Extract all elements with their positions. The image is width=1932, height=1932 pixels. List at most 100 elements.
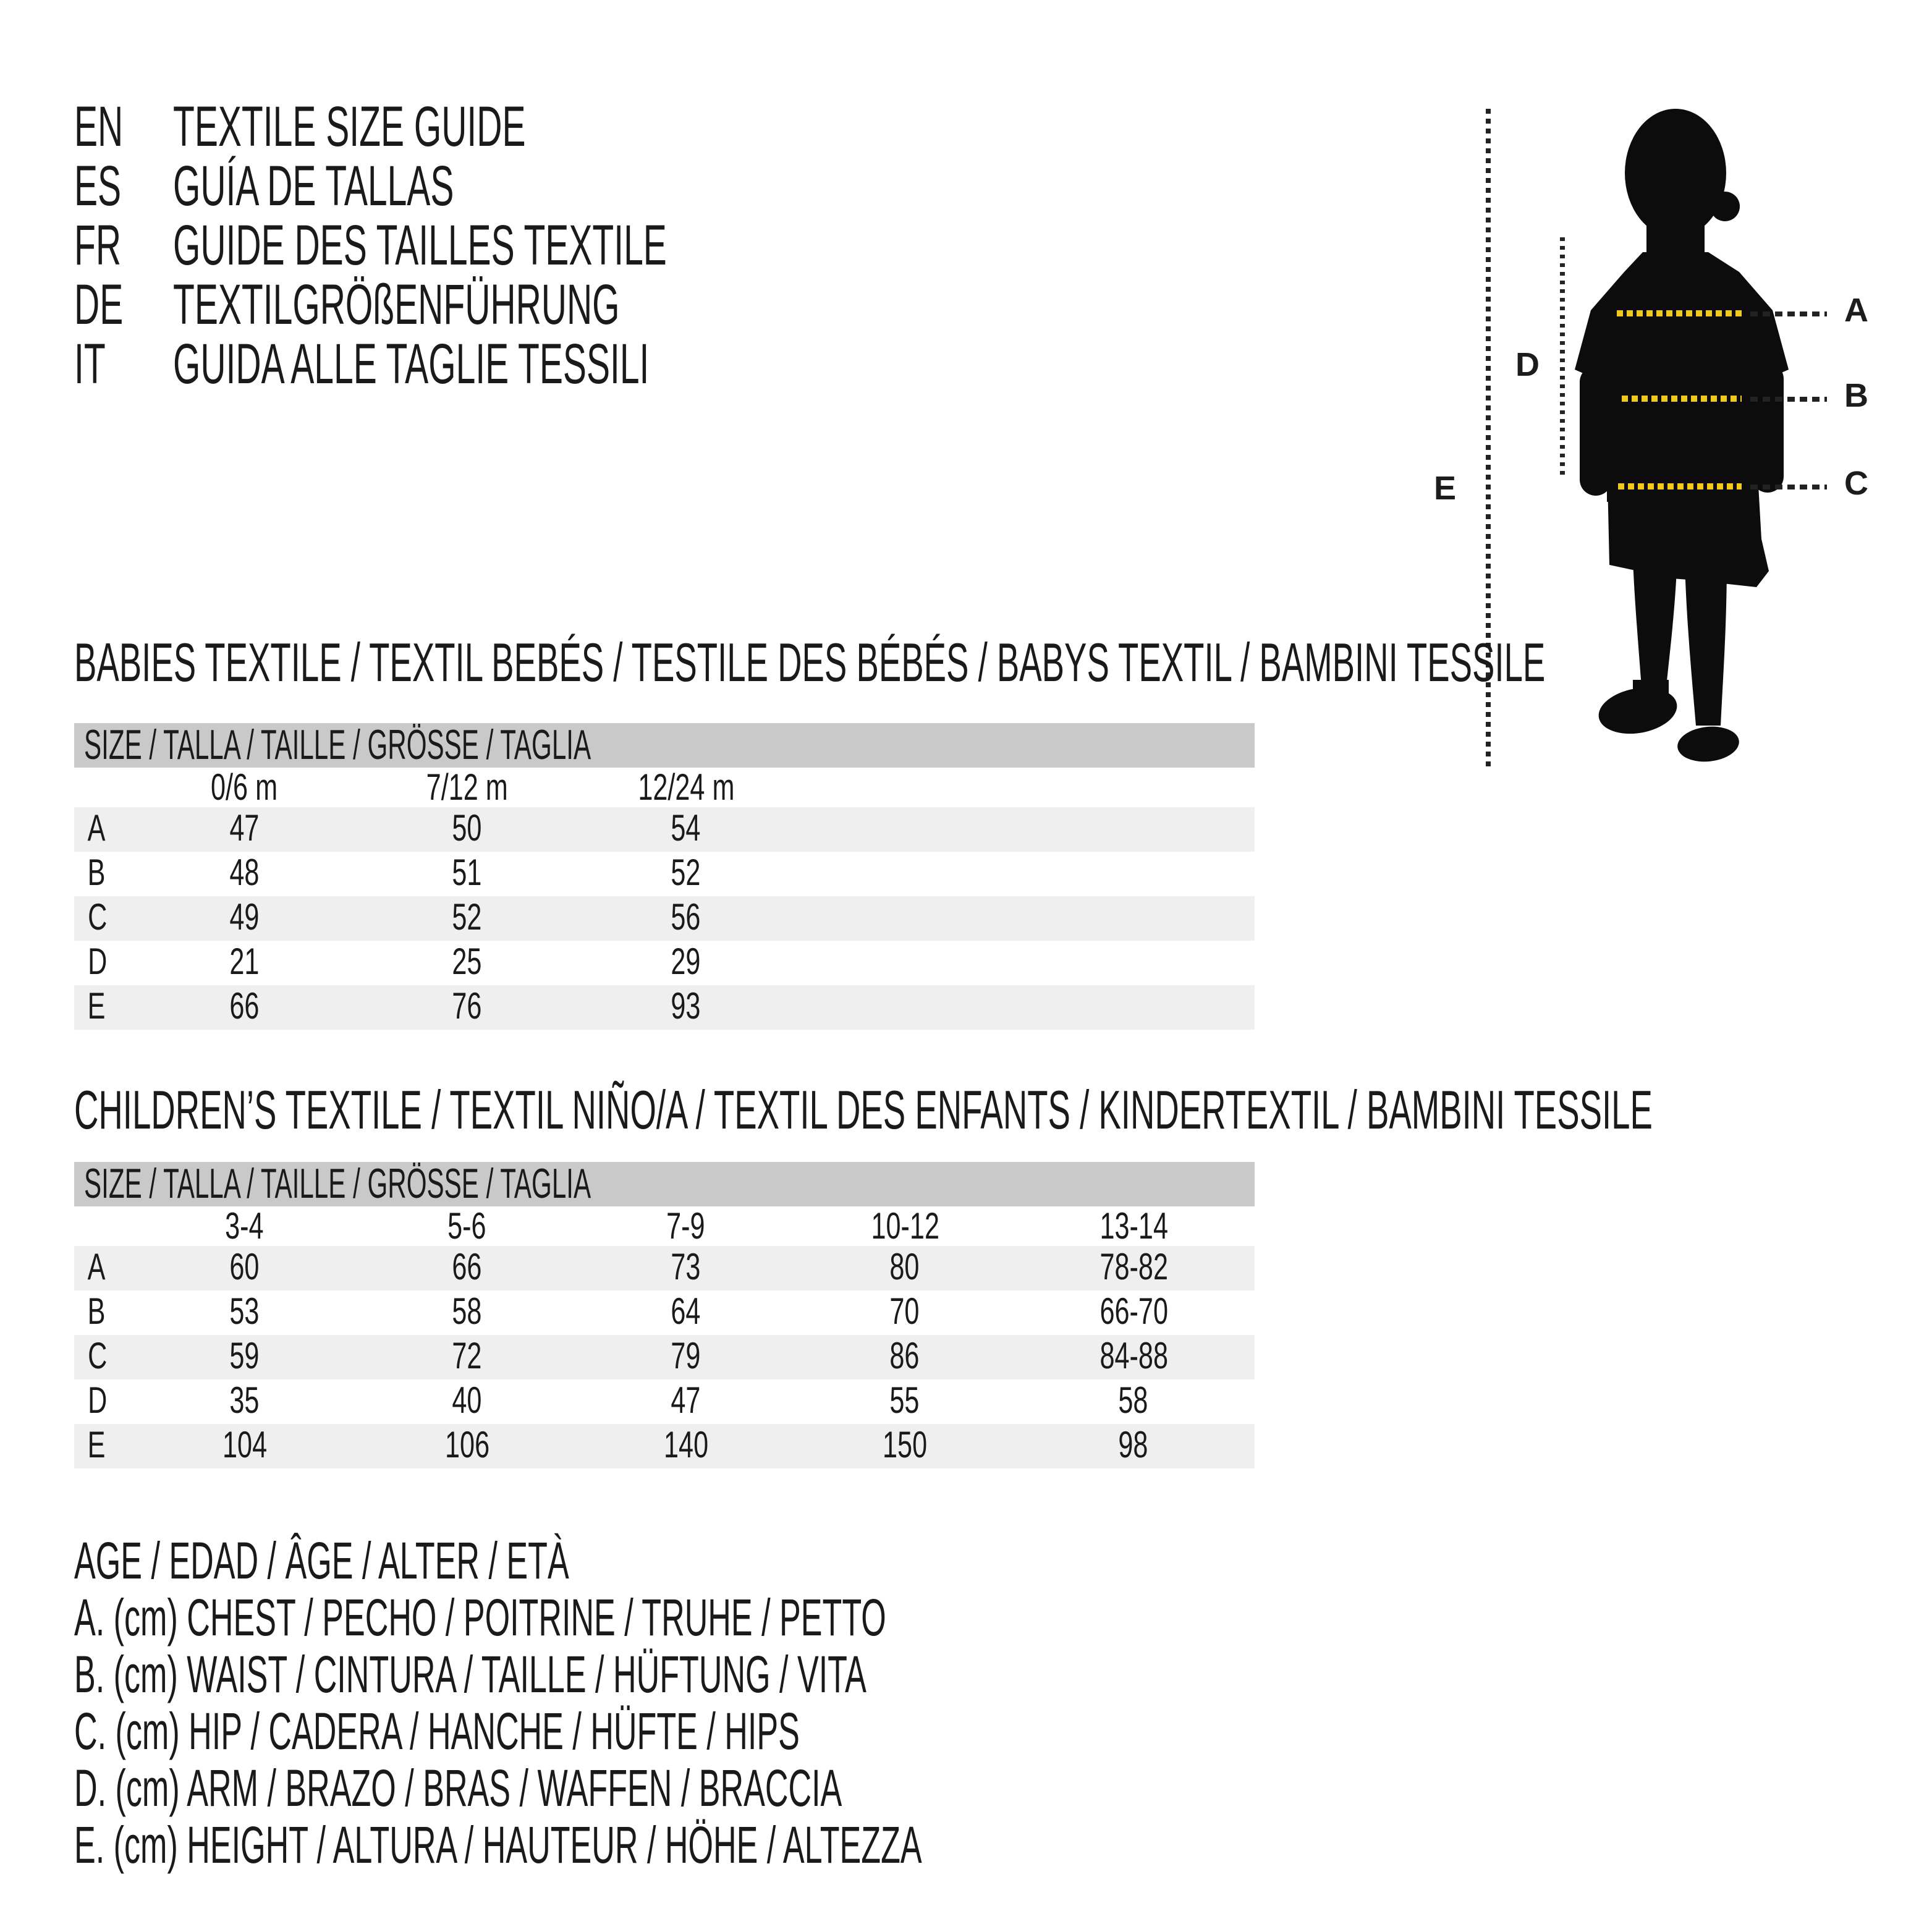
- measure-label-B: B: [1844, 377, 1868, 414]
- guide-title: GUIDA ALLE TAGLIE TESSILI: [173, 331, 650, 396]
- column-header: 10-12: [870, 1206, 939, 1247]
- legend-line-arm: D. (cm) ARM / BRAZO / BRAS / WAFFEN / BR…: [74, 1759, 842, 1817]
- babies-column-header-row: 0/6 m 7/12 m 12/24 m: [74, 768, 1255, 808]
- table-cell: 98: [1118, 1425, 1149, 1466]
- size-header-text: SIZE / TALLA / TAILLE / GRÖSSE / TAGLIA: [84, 1161, 591, 1208]
- row-label: E: [87, 1425, 106, 1466]
- language-code: IT: [74, 331, 106, 396]
- guide-title: GUIDE DES TAILLES TEXTILE: [173, 213, 667, 277]
- table-cell: 78-82: [1099, 1247, 1168, 1288]
- children-column-header-row: 3-4 5-6 7-9 10-12 13-14: [74, 1206, 1255, 1247]
- column-header: 12/24 m: [637, 768, 735, 808]
- table-row: D 35 40 47 55 58: [74, 1379, 1255, 1424]
- table-cell: 56: [671, 897, 701, 938]
- legend-line-waist: B. (cm) WAIST / CINTURA / TAILLE / HÜFTU…: [74, 1645, 866, 1703]
- row-label: A: [87, 1247, 106, 1288]
- table-row: B 53 58 64 70 66-70: [74, 1290, 1255, 1335]
- row-label: A: [87, 808, 106, 849]
- row-label: B: [87, 1292, 106, 1332]
- language-row: ES GUÍA DE TALLAS: [74, 156, 969, 215]
- measure-label-A: A: [1844, 292, 1868, 329]
- size-header-text: SIZE / TALLA / TAILLE / GRÖSSE / TAGLIA: [84, 722, 591, 769]
- language-row: DE TEXTILGRÖßENFÜHRUNG: [74, 274, 969, 334]
- children-size-table: SIZE / TALLA / TAILLE / GRÖSSE / TAGLIA …: [74, 1162, 1255, 1468]
- language-row: IT GUIDA ALLE TAGLIE TESSILI: [74, 334, 969, 393]
- language-title-list: EN TEXTILE SIZE GUIDE ES GUÍA DE TALLAS FR…: [74, 96, 969, 393]
- table-cell: 72: [452, 1336, 483, 1377]
- table-cell: 80: [889, 1247, 920, 1288]
- row-label: B: [87, 853, 106, 894]
- measure-label-D: D: [1515, 346, 1540, 383]
- babies-heading-text: BABIES TEXTILE / TEXTIL BEBÉS / TESTILE …: [74, 633, 1546, 693]
- babies-section-heading: BABIES TEXTILE / TEXTIL BEBÉS / TESTILE …: [74, 635, 1932, 692]
- table-cell: 70: [889, 1292, 920, 1332]
- left-leg: [1633, 557, 1677, 687]
- language-code: ES: [74, 153, 122, 218]
- table-row: B 48 51 52: [74, 852, 1255, 896]
- table-cell: 64: [671, 1292, 701, 1332]
- table-cell: 47: [229, 808, 260, 849]
- table-cell: 93: [671, 986, 701, 1027]
- table-cell: 51: [452, 853, 483, 894]
- table-cell: 86: [889, 1336, 920, 1377]
- table-cell: 79: [671, 1336, 701, 1377]
- table-cell: 150: [882, 1425, 928, 1466]
- column-header: 13-14: [1099, 1206, 1168, 1247]
- table-cell: 50: [452, 808, 483, 849]
- right-leg: [1685, 561, 1727, 726]
- arm-measure-line-D: [1560, 237, 1565, 475]
- hip-dash-black: [1750, 485, 1827, 489]
- waist-dash-yellow: [1622, 396, 1742, 402]
- right-arm: [1752, 363, 1784, 493]
- language-code: FR: [74, 213, 122, 277]
- column-header: 0/6 m: [211, 768, 279, 808]
- table-cell: 73: [671, 1247, 701, 1288]
- measure-label-C: C: [1844, 465, 1868, 502]
- table-cell: 140: [663, 1425, 709, 1466]
- waist-dash-black: [1750, 397, 1827, 402]
- measurement-legend: AGE / EDAD / ÂGE / ALTER / ETÀ A. (cm) C…: [74, 1532, 1441, 1874]
- table-cell: 66-70: [1099, 1292, 1168, 1332]
- table-cell: 21: [229, 942, 260, 983]
- children-section-heading: CHILDREN’S TEXTILE / TEXTIL NIÑO/A / TEX…: [74, 1080, 1932, 1141]
- table-cell: 66: [229, 986, 260, 1027]
- row-label: C: [88, 897, 108, 938]
- babies-size-table: SIZE / TALLA / TAILLE / GRÖSSE / TAGLIA …: [74, 723, 1255, 1030]
- guide-title: TEXTILE SIZE GUIDE: [173, 94, 526, 158]
- table-row: A 47 50 54: [74, 807, 1255, 852]
- language-row: FR GUIDE DES TAILLES TEXTILE: [74, 215, 969, 274]
- hip-dash-yellow: [1618, 483, 1742, 489]
- legend-line-age: AGE / EDAD / ÂGE / ALTER / ETÀ: [74, 1532, 569, 1590]
- chest-dash-yellow: [1617, 310, 1745, 316]
- table-row: E 66 76 93: [74, 985, 1255, 1030]
- table-row: C 59 72 79 86 84-88: [74, 1335, 1255, 1379]
- table-cell: 58: [452, 1292, 483, 1332]
- legend-line-chest: A. (cm) CHEST / PECHO / POITRINE / TRUHE…: [74, 1588, 886, 1646]
- hair-bump: [1710, 192, 1740, 221]
- table-row: A 60 66 73 80 78-82: [74, 1246, 1255, 1290]
- row-label: D: [88, 1381, 108, 1421]
- table-cell: 84-88: [1099, 1336, 1168, 1377]
- table-cell: 52: [671, 853, 701, 894]
- row-label: D: [88, 942, 108, 983]
- table-cell: 25: [452, 942, 483, 983]
- table-cell: 106: [444, 1425, 490, 1466]
- children-heading-text: CHILDREN’S TEXTILE / TEXTIL NIÑO/A / TEX…: [74, 1080, 1653, 1141]
- column-header: 7/12 m: [426, 768, 509, 808]
- table-cell: 35: [229, 1381, 260, 1421]
- table-cell: 53: [229, 1292, 260, 1332]
- table-row: E 104 106 140 150 98: [74, 1424, 1255, 1468]
- language-row: EN TEXTILE SIZE GUIDE: [74, 96, 969, 156]
- table-cell: 58: [1118, 1381, 1149, 1421]
- measure-label-E: E: [1434, 470, 1457, 507]
- table-cell: 49: [229, 897, 260, 938]
- row-label: C: [88, 1336, 108, 1377]
- language-code: DE: [74, 272, 124, 336]
- guide-title: GUÍA DE TALLAS: [173, 153, 454, 218]
- measurement-figure: E D A B C: [1434, 99, 1928, 791]
- legend-line-height: E. (cm) HEIGHT / ALTURA / HAUTEUR / HÖHE…: [74, 1816, 922, 1874]
- table-cell: 47: [671, 1381, 701, 1421]
- table-row: D 21 25 29: [74, 941, 1255, 985]
- table-cell: 54: [671, 808, 701, 849]
